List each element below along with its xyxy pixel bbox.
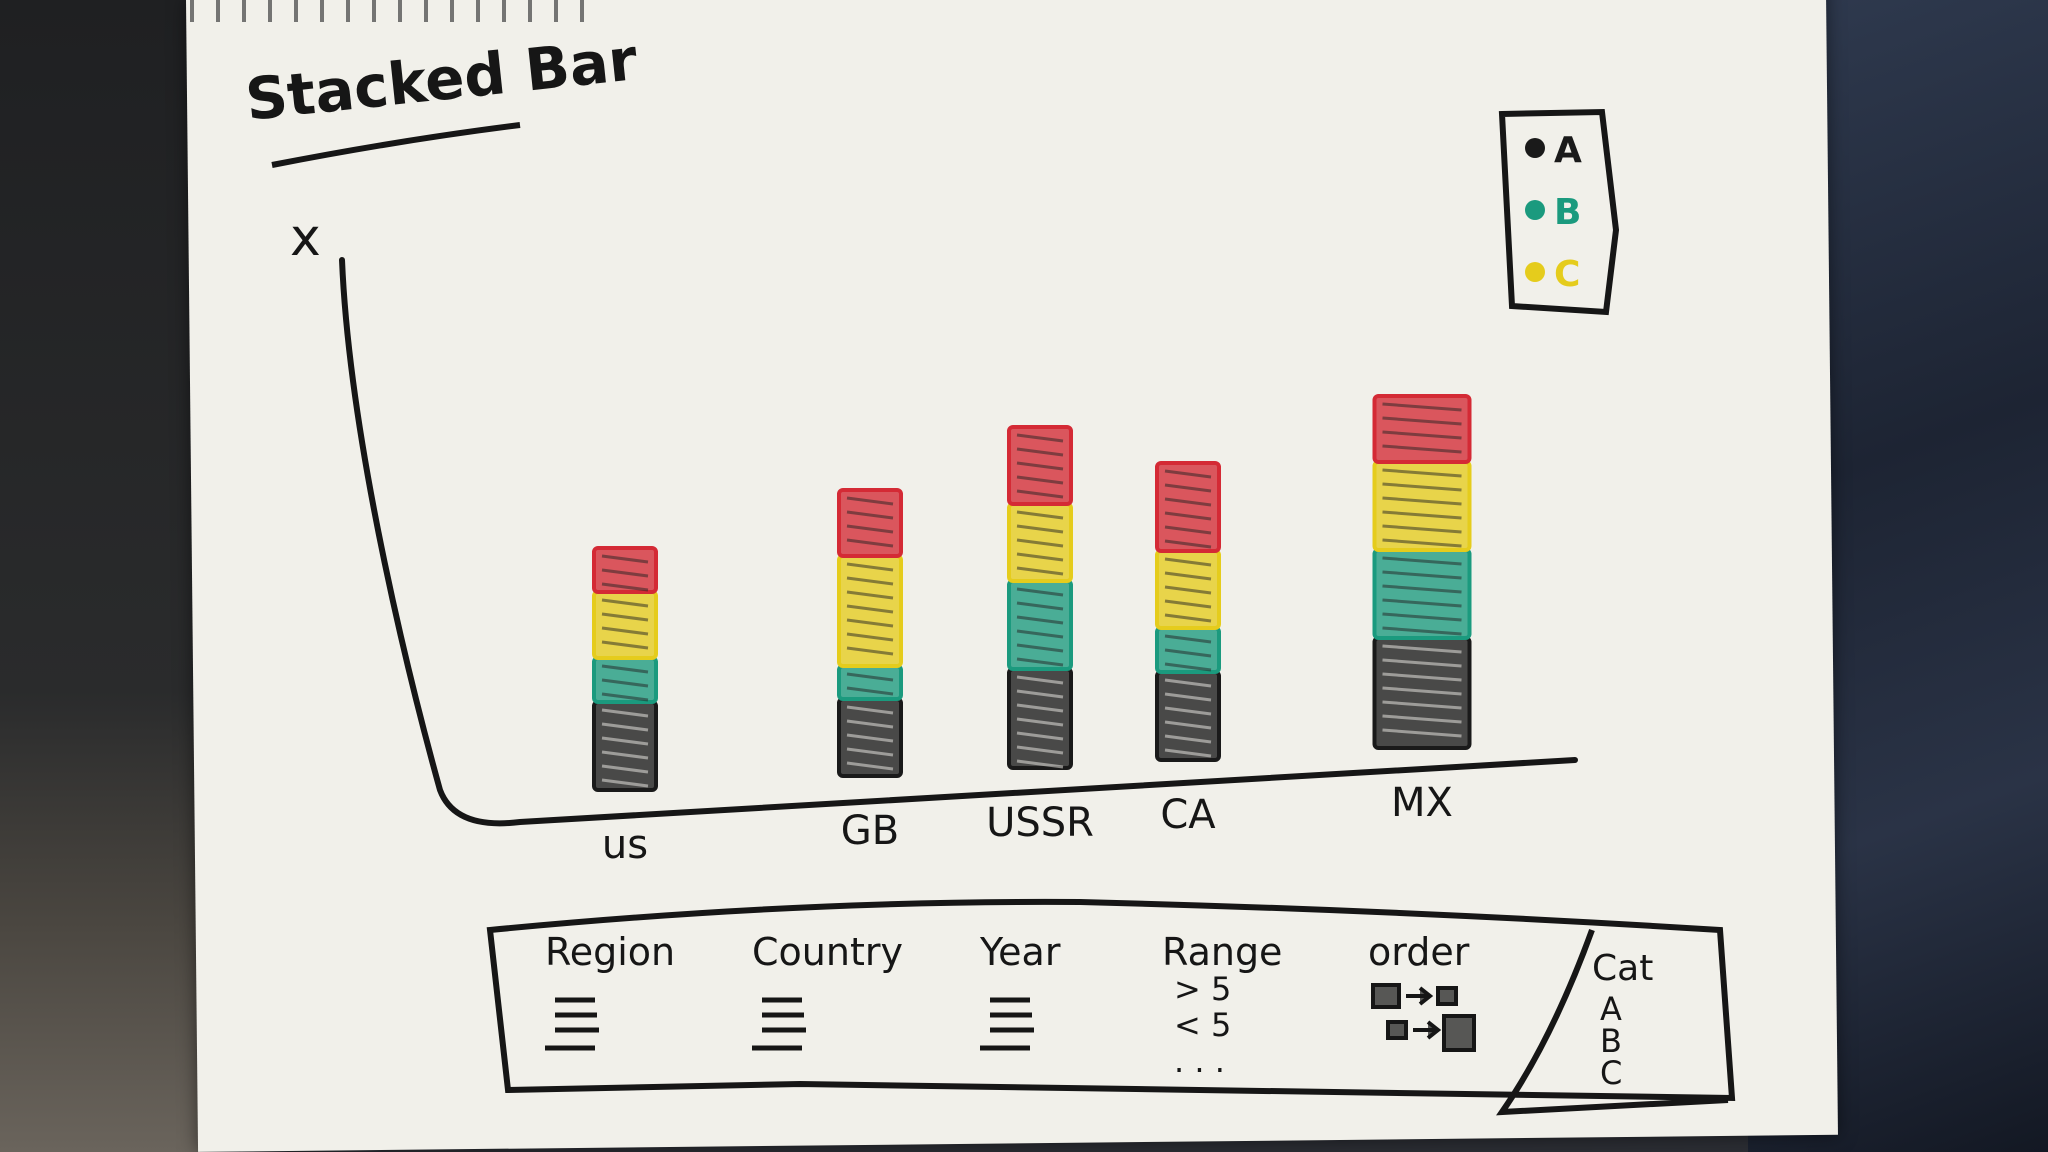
cat-option-a[interactable]: A bbox=[1600, 990, 1622, 1028]
chart-axes bbox=[339, 257, 1578, 827]
filter-list-icon[interactable] bbox=[752, 997, 806, 1051]
bar-scribble bbox=[846, 562, 894, 656]
notebook-spiral bbox=[190, 0, 590, 22]
category-labels: us GB USSR CA MX bbox=[602, 780, 1453, 868]
legend-label: C bbox=[1554, 254, 1580, 295]
category-label-gb: GB bbox=[841, 808, 899, 854]
bar-scribble bbox=[1382, 644, 1462, 738]
bar-scribble bbox=[601, 664, 649, 702]
bar-scribble bbox=[1016, 587, 1064, 667]
filter-label-order[interactable]: order bbox=[1368, 930, 1470, 974]
filter-panel-border bbox=[486, 898, 1736, 1102]
range-option[interactable]: < 5 bbox=[1174, 1006, 1231, 1044]
bar-scribble bbox=[601, 554, 649, 592]
sort-order-icon[interactable] bbox=[1371, 983, 1476, 1052]
bar-scribble bbox=[601, 598, 649, 650]
filter-list-icon[interactable] bbox=[980, 997, 1034, 1051]
cat-panel-divider bbox=[1496, 928, 1729, 1116]
filter-list-icon[interactable] bbox=[545, 997, 599, 1051]
chart-title: Stacked Bar bbox=[242, 25, 640, 134]
bar-scribble bbox=[1164, 557, 1212, 623]
bar-scribble bbox=[1016, 433, 1064, 499]
category-label-us: us bbox=[602, 822, 648, 868]
legend-swatch bbox=[1525, 262, 1545, 282]
filter-label-year[interactable]: Year bbox=[979, 930, 1061, 974]
cat-option-c[interactable]: C bbox=[1600, 1054, 1622, 1092]
range-option[interactable]: . . . bbox=[1174, 1042, 1225, 1080]
bar-segment-us-3 bbox=[592, 546, 658, 594]
bar-scribble bbox=[1164, 634, 1212, 672]
cat-filter-label[interactable]: Cat bbox=[1592, 948, 1653, 989]
category-label-ca: CA bbox=[1160, 792, 1216, 838]
bar-scribble bbox=[1164, 678, 1212, 758]
title-underline bbox=[271, 122, 521, 168]
legend-box bbox=[1498, 108, 1620, 316]
filter-label-country[interactable]: Country bbox=[752, 930, 903, 974]
bar-scribble bbox=[1382, 468, 1462, 548]
y-axis-label: x bbox=[290, 208, 321, 268]
range-option[interactable]: > 5 bbox=[1174, 970, 1231, 1008]
bar-scribble bbox=[1164, 469, 1212, 549]
filter-label-range[interactable]: Range bbox=[1162, 930, 1282, 974]
legend-swatch bbox=[1525, 138, 1545, 158]
bar-scribble bbox=[1382, 556, 1462, 636]
category-label-ussr: USSR bbox=[986, 800, 1094, 846]
bar-scribble bbox=[1382, 402, 1462, 454]
cat-option-b[interactable]: B bbox=[1600, 1022, 1622, 1060]
bar-scribble bbox=[846, 705, 894, 771]
legend-label: A bbox=[1554, 130, 1582, 171]
bar-scribble bbox=[846, 496, 894, 548]
bar-scribble bbox=[846, 672, 894, 696]
filter-panel: Region Country Year Range> 5< 5. . . order C… bbox=[486, 898, 1736, 1116]
bars-group bbox=[592, 394, 1472, 792]
legend: ABC bbox=[1498, 108, 1620, 316]
legend-label: B bbox=[1554, 192, 1581, 233]
bar-segment-mx-3 bbox=[1372, 394, 1472, 464]
background-left bbox=[0, 0, 200, 1152]
bar-scribble bbox=[601, 708, 649, 788]
filter-label-region[interactable]: Region bbox=[545, 930, 675, 974]
bar-scribble bbox=[1016, 675, 1064, 769]
category-label-mx: MX bbox=[1391, 780, 1453, 826]
legend-swatch bbox=[1525, 200, 1545, 220]
bar-scribble bbox=[1016, 510, 1064, 576]
